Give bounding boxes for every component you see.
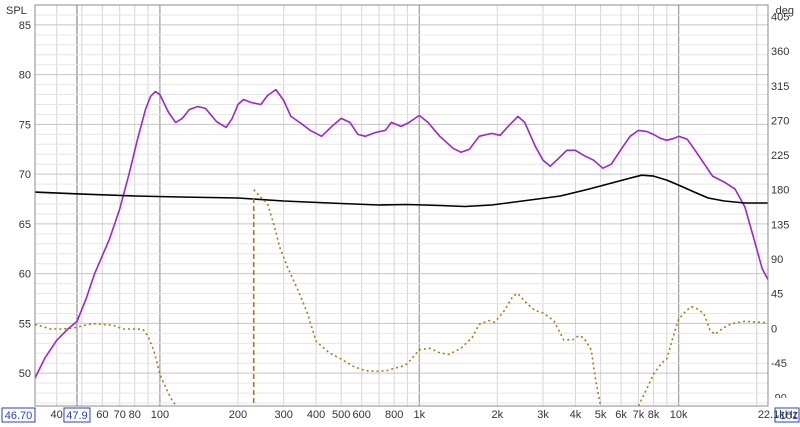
x-tick-label: 40 bbox=[51, 409, 63, 421]
x-tick-label: 3k bbox=[537, 409, 549, 421]
x-tick-label: 8k bbox=[648, 409, 660, 421]
x-max-label: 22.1kHz bbox=[758, 409, 798, 421]
y-right-tick: 405 bbox=[771, 12, 789, 24]
x-tick-label: 100 bbox=[151, 409, 169, 421]
spl-curve bbox=[35, 88, 768, 379]
y-right-tick: 45 bbox=[771, 289, 783, 301]
x-tick-label: 1k bbox=[413, 409, 425, 421]
y-left-tick: 85 bbox=[19, 20, 31, 32]
gd-curve-segment-1 bbox=[253, 189, 602, 406]
left-min-box: 46.70 bbox=[1, 407, 36, 423]
y-right-tick: 270 bbox=[771, 115, 789, 127]
x-min-box-text: 47.9 bbox=[66, 410, 87, 422]
x-min-box: 47.9 bbox=[63, 407, 91, 423]
x-tick-label: 400 bbox=[307, 409, 325, 421]
plot-border bbox=[34, 4, 769, 407]
right-min-box: -101 bbox=[774, 407, 800, 423]
x-tick-label: 2k bbox=[492, 409, 504, 421]
x-tick-label: 60 bbox=[96, 409, 108, 421]
y-left-tick: 65 bbox=[19, 219, 31, 231]
gd-curve-segment-0 bbox=[35, 322, 178, 406]
x-tick-label: 300 bbox=[274, 409, 292, 421]
phase-curve bbox=[35, 174, 768, 208]
x-tick-label: 5k bbox=[595, 409, 607, 421]
y-left-tick: 50 bbox=[19, 368, 31, 380]
y-left-tick: 55 bbox=[19, 318, 31, 330]
y-right-tick: 315 bbox=[771, 81, 789, 93]
x-tick-label: 80 bbox=[129, 409, 141, 421]
x-tick-label: 500 bbox=[332, 409, 350, 421]
x-min-box-frame bbox=[63, 407, 91, 423]
x-tick-label: 600 bbox=[353, 409, 371, 421]
y-right-tick: 360 bbox=[771, 46, 789, 58]
y-left-tick: 70 bbox=[19, 169, 31, 181]
x-tick-label: 7k bbox=[633, 409, 645, 421]
right-min-box-text: -101 bbox=[776, 410, 798, 422]
y-right-tick-partial: -90 bbox=[771, 393, 787, 405]
right-min-box-frame bbox=[774, 407, 800, 423]
x-tick-label: 200 bbox=[229, 409, 247, 421]
x-tick-label: 70 bbox=[114, 409, 126, 421]
left-axis-title: SPL bbox=[6, 5, 27, 17]
y-right-tick: 135 bbox=[771, 219, 789, 231]
x-tick-label: 6k bbox=[615, 409, 627, 421]
left-min-box-frame bbox=[1, 407, 36, 423]
plot-background bbox=[35, 5, 768, 406]
y-right-tick: -45 bbox=[771, 358, 787, 370]
y-left-tick: 80 bbox=[19, 70, 31, 82]
y-right-tick: 225 bbox=[771, 150, 789, 162]
x-tick-label: 800 bbox=[385, 409, 403, 421]
y-right-tick: 90 bbox=[771, 254, 783, 266]
y-right-tick: 180 bbox=[771, 185, 789, 197]
y-left-tick: 60 bbox=[19, 269, 31, 281]
left-min-box-text: 46.70 bbox=[5, 410, 33, 422]
tick-labels: 50 55 60 65 70 75 80 85 -45 0 45 90 135 180 225 270 315 3… bbox=[1, 12, 800, 423]
plot-frame bbox=[34, 4, 769, 407]
x-tick-label: 10k bbox=[670, 409, 688, 421]
y-right-tick: 0 bbox=[771, 323, 777, 335]
right-axis-title: deg bbox=[776, 5, 794, 17]
grid bbox=[35, 4, 768, 406]
x-tick-label: 4k bbox=[570, 409, 582, 421]
curves bbox=[35, 88, 768, 406]
y-left-tick: 75 bbox=[19, 119, 31, 131]
gd-curve-segment-2 bbox=[637, 305, 768, 406]
